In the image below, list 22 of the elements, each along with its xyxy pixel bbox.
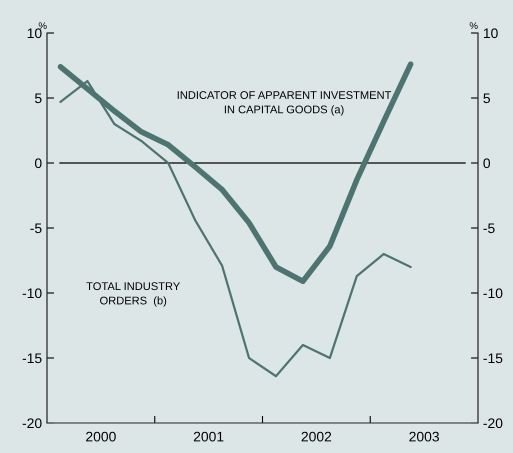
y-tick-label: 10 [28, 28, 42, 38]
y-tick-label: 5 [34, 93, 42, 104]
y-tick-label: 0 [34, 158, 42, 168]
y-tick-label: -20 [22, 418, 42, 428]
x-tick-label: 2000 [86, 432, 116, 442]
y2-axis-title: % [470, 22, 478, 30]
y-axis-title: % [38, 22, 47, 30]
x-tick-label: 2001 [194, 432, 224, 442]
x-tick-label: 2003 [409, 432, 439, 442]
annotation: INDICATOR OF APPARENT INVESTMENT IN CAPITAL GOODS (a) [178, 91, 392, 116]
y2-tick-label: 10 [484, 28, 498, 38]
y-tick-label: -15 [22, 353, 42, 364]
y2-tick-label: 0 [483, 158, 490, 168]
annotation: TOTAL INDUSTRY ORDERS (b) [86, 282, 180, 307]
y2-tick-label: -15 [483, 353, 502, 364]
y2-tick-label: -20 [483, 418, 502, 428]
y2-tick-label: -10 [483, 288, 502, 298]
y2-tick-label: 5 [483, 93, 490, 104]
y-tick-label: -10 [22, 288, 42, 298]
y2-tick-label: -5 [483, 223, 495, 234]
x-tick-label: 2002 [302, 432, 332, 442]
y-tick-label: -5 [30, 223, 42, 234]
